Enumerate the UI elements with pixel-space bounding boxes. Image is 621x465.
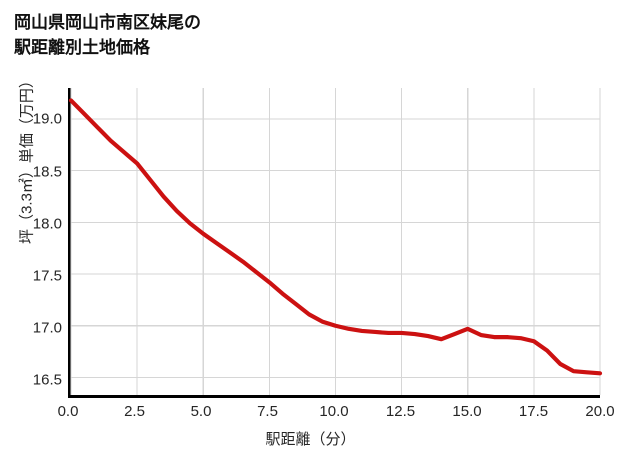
y-tick-label: 17.0 — [32, 319, 62, 337]
x-tick-label: 7.5 — [257, 403, 278, 420]
page-title: 岡山県岡山市南区妹尾の 駅距離別土地価格 — [14, 13, 201, 57]
plot-area — [68, 88, 603, 398]
series-line-坪単価 — [68, 98, 603, 376]
x-tick-label: 15.0 — [452, 403, 482, 420]
gridlines — [70, 88, 601, 395]
x-tick-label: 17.5 — [518, 403, 549, 420]
x-tick-label: 2.5 — [124, 403, 145, 420]
x-tick-label: 12.5 — [385, 403, 416, 420]
x-axis-title: 駅距離（分） — [265, 431, 356, 448]
y-axis-title: 坪（3.3㎡）単価（万円） — [18, 73, 36, 244]
x-tick-label: 10.0 — [319, 403, 349, 420]
x-tick-label: 0.0 — [57, 403, 79, 420]
series-line-layer — [68, 98, 603, 376]
x-tick-label: 20.0 — [585, 403, 615, 420]
y-tick-label: 16.5 — [32, 371, 62, 389]
x-tick-label: 5.0 — [190, 403, 212, 420]
